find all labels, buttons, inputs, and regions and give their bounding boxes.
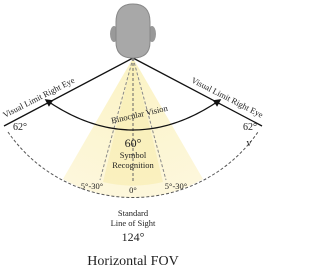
left-range: 5°-30°	[81, 181, 103, 191]
right-limit-label: Visual Limit Right Eye	[190, 75, 265, 120]
center-angle: 0°	[129, 185, 137, 195]
left-limit-label: Visual Limit Right Eye	[1, 75, 76, 120]
title: Horizontal FOV	[87, 254, 178, 269]
right-range: 5°-30°	[165, 181, 187, 191]
total-angle: 124°	[122, 230, 145, 244]
symbol-label: Recognition	[112, 160, 154, 170]
right-angle: 62°	[243, 122, 257, 133]
symbol-angle: 60°	[125, 136, 142, 150]
fov-diagram: Visual Limit Right Eye Visual Limit Righ…	[0, 0, 265, 272]
right-marker: v	[247, 138, 252, 149]
left-angle: 62°	[13, 122, 27, 133]
sight-label: Line of Sight	[111, 218, 156, 228]
sight-label: Standard	[118, 208, 149, 218]
symbol-label: Symbol	[120, 150, 147, 160]
head	[116, 4, 150, 58]
